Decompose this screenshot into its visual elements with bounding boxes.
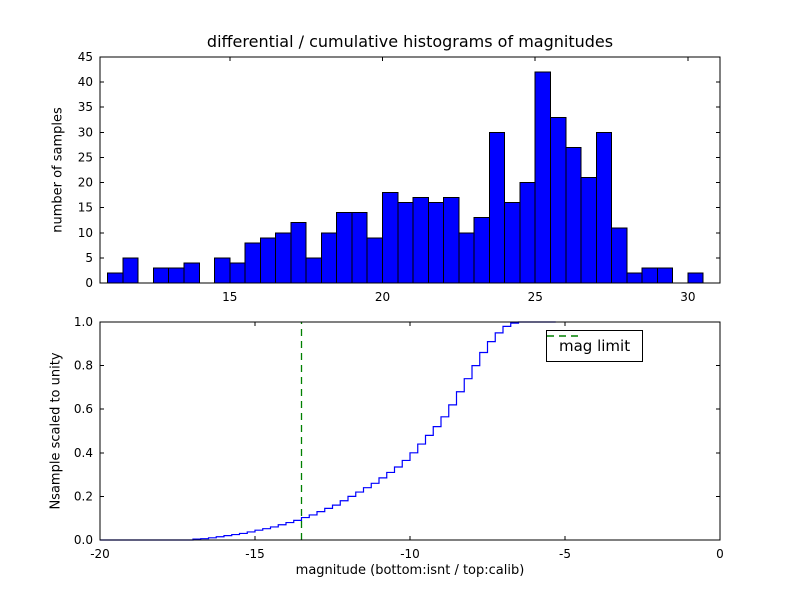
bottom-cumulative-plot: -20 -15 -10 -5 0 0.0 0.2 0.4 0.6 0.8 1.0 xyxy=(74,315,724,561)
histogram-bar xyxy=(687,272,704,284)
x-tick-label: 20 xyxy=(375,290,390,304)
histogram-bar xyxy=(229,262,246,284)
histogram-bar xyxy=(595,131,613,284)
histogram-bar xyxy=(168,267,185,284)
top-y-axis-label: number of samples xyxy=(50,107,66,233)
y-tick-label: 5 xyxy=(85,251,93,265)
histogram-bar xyxy=(351,212,368,284)
y-tick-label: 15 xyxy=(78,201,93,215)
cumulative-step-line xyxy=(100,321,556,541)
histogram-bar xyxy=(565,146,582,284)
histogram-bar xyxy=(519,182,536,284)
histogram-bar xyxy=(397,202,414,284)
histogram-bar xyxy=(122,257,139,284)
top-histogram-plot: 15 20 25 30 0 5 10 15 20 25 30 35 40 45 xyxy=(78,50,721,304)
histogram-bar xyxy=(549,116,567,284)
axes-frame xyxy=(99,321,721,541)
histogram-bar xyxy=(656,267,674,284)
legend: mag limit xyxy=(546,330,644,362)
histogram-bar xyxy=(412,197,429,284)
histogram-bar xyxy=(473,217,490,284)
histogram-bar xyxy=(290,222,307,284)
y-tick-label: 1.0 xyxy=(74,315,93,329)
legend-dashed-line-icon xyxy=(547,335,583,337)
histogram-bar xyxy=(305,257,322,284)
x-tick-label: 25 xyxy=(528,290,543,304)
histogram-bar xyxy=(534,71,551,284)
y-tick-label: 0.8 xyxy=(74,359,93,373)
histogram-bar xyxy=(641,267,658,284)
y-tick-label: 30 xyxy=(78,125,93,139)
x-tick-label: -5 xyxy=(559,547,571,561)
x-tick-label: 30 xyxy=(680,290,695,304)
histogram-bar xyxy=(366,237,384,284)
y-tick-label: 10 xyxy=(78,226,93,240)
y-tick-label: 35 xyxy=(78,100,93,114)
y-tick-label: 0 xyxy=(85,276,93,290)
chart-title: differential / cumulative histograms of … xyxy=(206,32,614,51)
bottom-y-axis-label: Nsample scaled to unity xyxy=(48,352,64,510)
y-tick-label: 25 xyxy=(78,150,93,164)
histogram-bar xyxy=(504,202,521,284)
histogram-bar xyxy=(626,272,643,284)
histogram-bar xyxy=(275,232,292,284)
y-tick-label: 0.0 xyxy=(74,533,93,547)
x-tick-label: -20 xyxy=(90,547,110,561)
histogram-bar xyxy=(320,232,338,284)
x-tick-label: 0 xyxy=(716,547,724,561)
y-tick-label: 0.4 xyxy=(74,446,93,460)
histogram-bar xyxy=(382,192,399,284)
y-tick-label: 20 xyxy=(78,176,93,190)
histogram-bar xyxy=(336,212,353,284)
histogram-bar xyxy=(214,257,231,284)
x-axis-label: magnitude (bottom:isnt / top:calib) xyxy=(295,563,525,578)
histogram-bar xyxy=(107,272,124,284)
histogram-bar xyxy=(611,227,628,284)
y-tick-label: 40 xyxy=(78,75,93,89)
histogram-bar xyxy=(183,262,200,284)
x-tick-label: 15 xyxy=(222,290,237,304)
y-tick-label: 45 xyxy=(78,50,93,64)
y-tick-label: 0.2 xyxy=(74,489,93,503)
x-tick-label: -15 xyxy=(245,547,265,561)
histogram-bar xyxy=(488,131,506,284)
legend-label: mag limit xyxy=(559,337,631,355)
histogram-bar xyxy=(244,242,261,284)
histogram-bar xyxy=(427,202,445,284)
histogram-bar xyxy=(443,197,460,284)
axes-frame xyxy=(99,56,721,284)
histogram-bar xyxy=(152,267,170,284)
histogram-bar xyxy=(458,232,475,284)
x-tick-label: -10 xyxy=(400,547,420,561)
histogram-bar xyxy=(580,177,597,284)
y-tick-label: 0.6 xyxy=(74,402,93,416)
histogram-bar xyxy=(259,237,277,284)
